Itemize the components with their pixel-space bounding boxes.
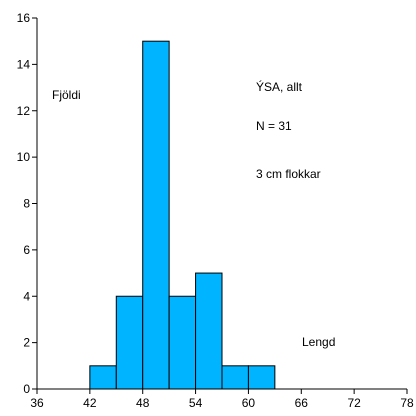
x-tick-label-78: 78 [400,396,414,410]
y-tick-label-16: 16 [17,11,31,25]
bars-group [89,40,276,390]
bar-51-54 [168,295,197,390]
annotation-bin-width: 3 cm flokkar [256,167,321,181]
x-tick-label-66: 66 [295,396,309,410]
y-ticks-group: 0 2 4 6 8 10 12 14 16 [17,11,37,396]
bar-54-57 [195,272,223,390]
x-tick-label-48: 48 [136,396,150,410]
y-tick-label-8: 8 [23,197,30,211]
bar-48-51 [142,40,170,390]
x-tick-label-42: 42 [83,396,97,410]
y-tick-label-14: 14 [17,57,31,71]
bar-57-60 [221,365,249,390]
x-axis-label: Lengd [302,335,335,349]
y-tick-label-10: 10 [17,150,31,164]
x-tick-label-54: 54 [189,396,203,410]
bar-60-63 [247,365,276,390]
y-tick-label-4: 4 [23,289,30,303]
y-tick-label-6: 6 [23,243,30,257]
x-ticks-group: 36 42 48 54 60 66 72 78 [30,389,414,410]
x-tick-label-72: 72 [347,396,361,410]
x-tick-label-60: 60 [242,396,256,410]
x-tick-label-36: 36 [30,396,44,410]
y-tick-label-2: 2 [23,336,30,350]
bar-45-48 [115,295,144,390]
bar-42-45 [89,365,117,390]
y-tick-label-12: 12 [17,104,31,118]
y-axis-label: Fjöldi [52,88,81,102]
annotation-sample-size: N = 31 [256,119,292,133]
annotation-species: ÝSA, allt [256,79,303,94]
y-tick-label-0: 0 [23,382,30,396]
